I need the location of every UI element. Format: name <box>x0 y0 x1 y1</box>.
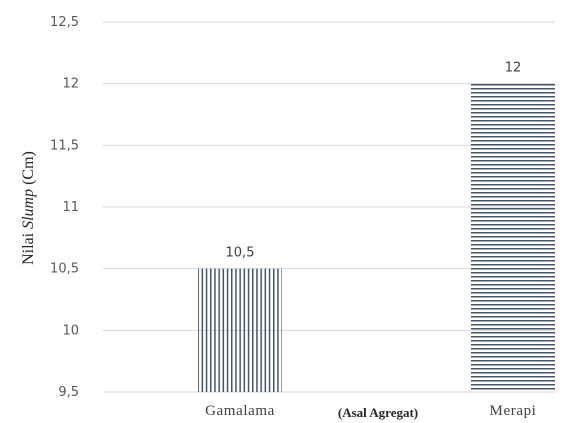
y-axis-title-italic: Slump <box>20 189 37 229</box>
gridlines <box>103 21 555 393</box>
x-category-label: Merapi <box>490 403 537 419</box>
bar-merapi <box>471 83 555 393</box>
y-tick-label: 12,5 <box>50 15 79 30</box>
bars <box>198 83 555 393</box>
y-tick-label: 10 <box>62 323 79 338</box>
y-axis-title-prefix: Nilai <box>20 229 37 265</box>
data-label: 10,5 <box>226 246 255 261</box>
x-axis-categories: Gamalama Merapi <box>205 403 536 419</box>
y-axis-ticks: 9,5 10 10,5 11 11,5 12 12,5 <box>50 15 79 400</box>
y-tick-label: 9,5 <box>58 385 79 400</box>
x-category-label: Gamalama <box>205 403 275 419</box>
y-tick-label: 11,5 <box>50 138 79 153</box>
y-tick-label: 12 <box>62 77 79 92</box>
x-axis-title: (Asal Agregat) <box>338 405 418 420</box>
data-label: 12 <box>505 61 522 76</box>
y-tick-label: 10,5 <box>50 262 79 277</box>
y-axis-title-suffix: (Cm) <box>20 151 37 189</box>
y-axis-title: Nilai Slump (Cm) <box>20 151 37 265</box>
y-tick-label: 11 <box>62 200 79 215</box>
bar-gamalama <box>198 268 282 392</box>
data-labels: 10,5 12 <box>226 61 522 261</box>
